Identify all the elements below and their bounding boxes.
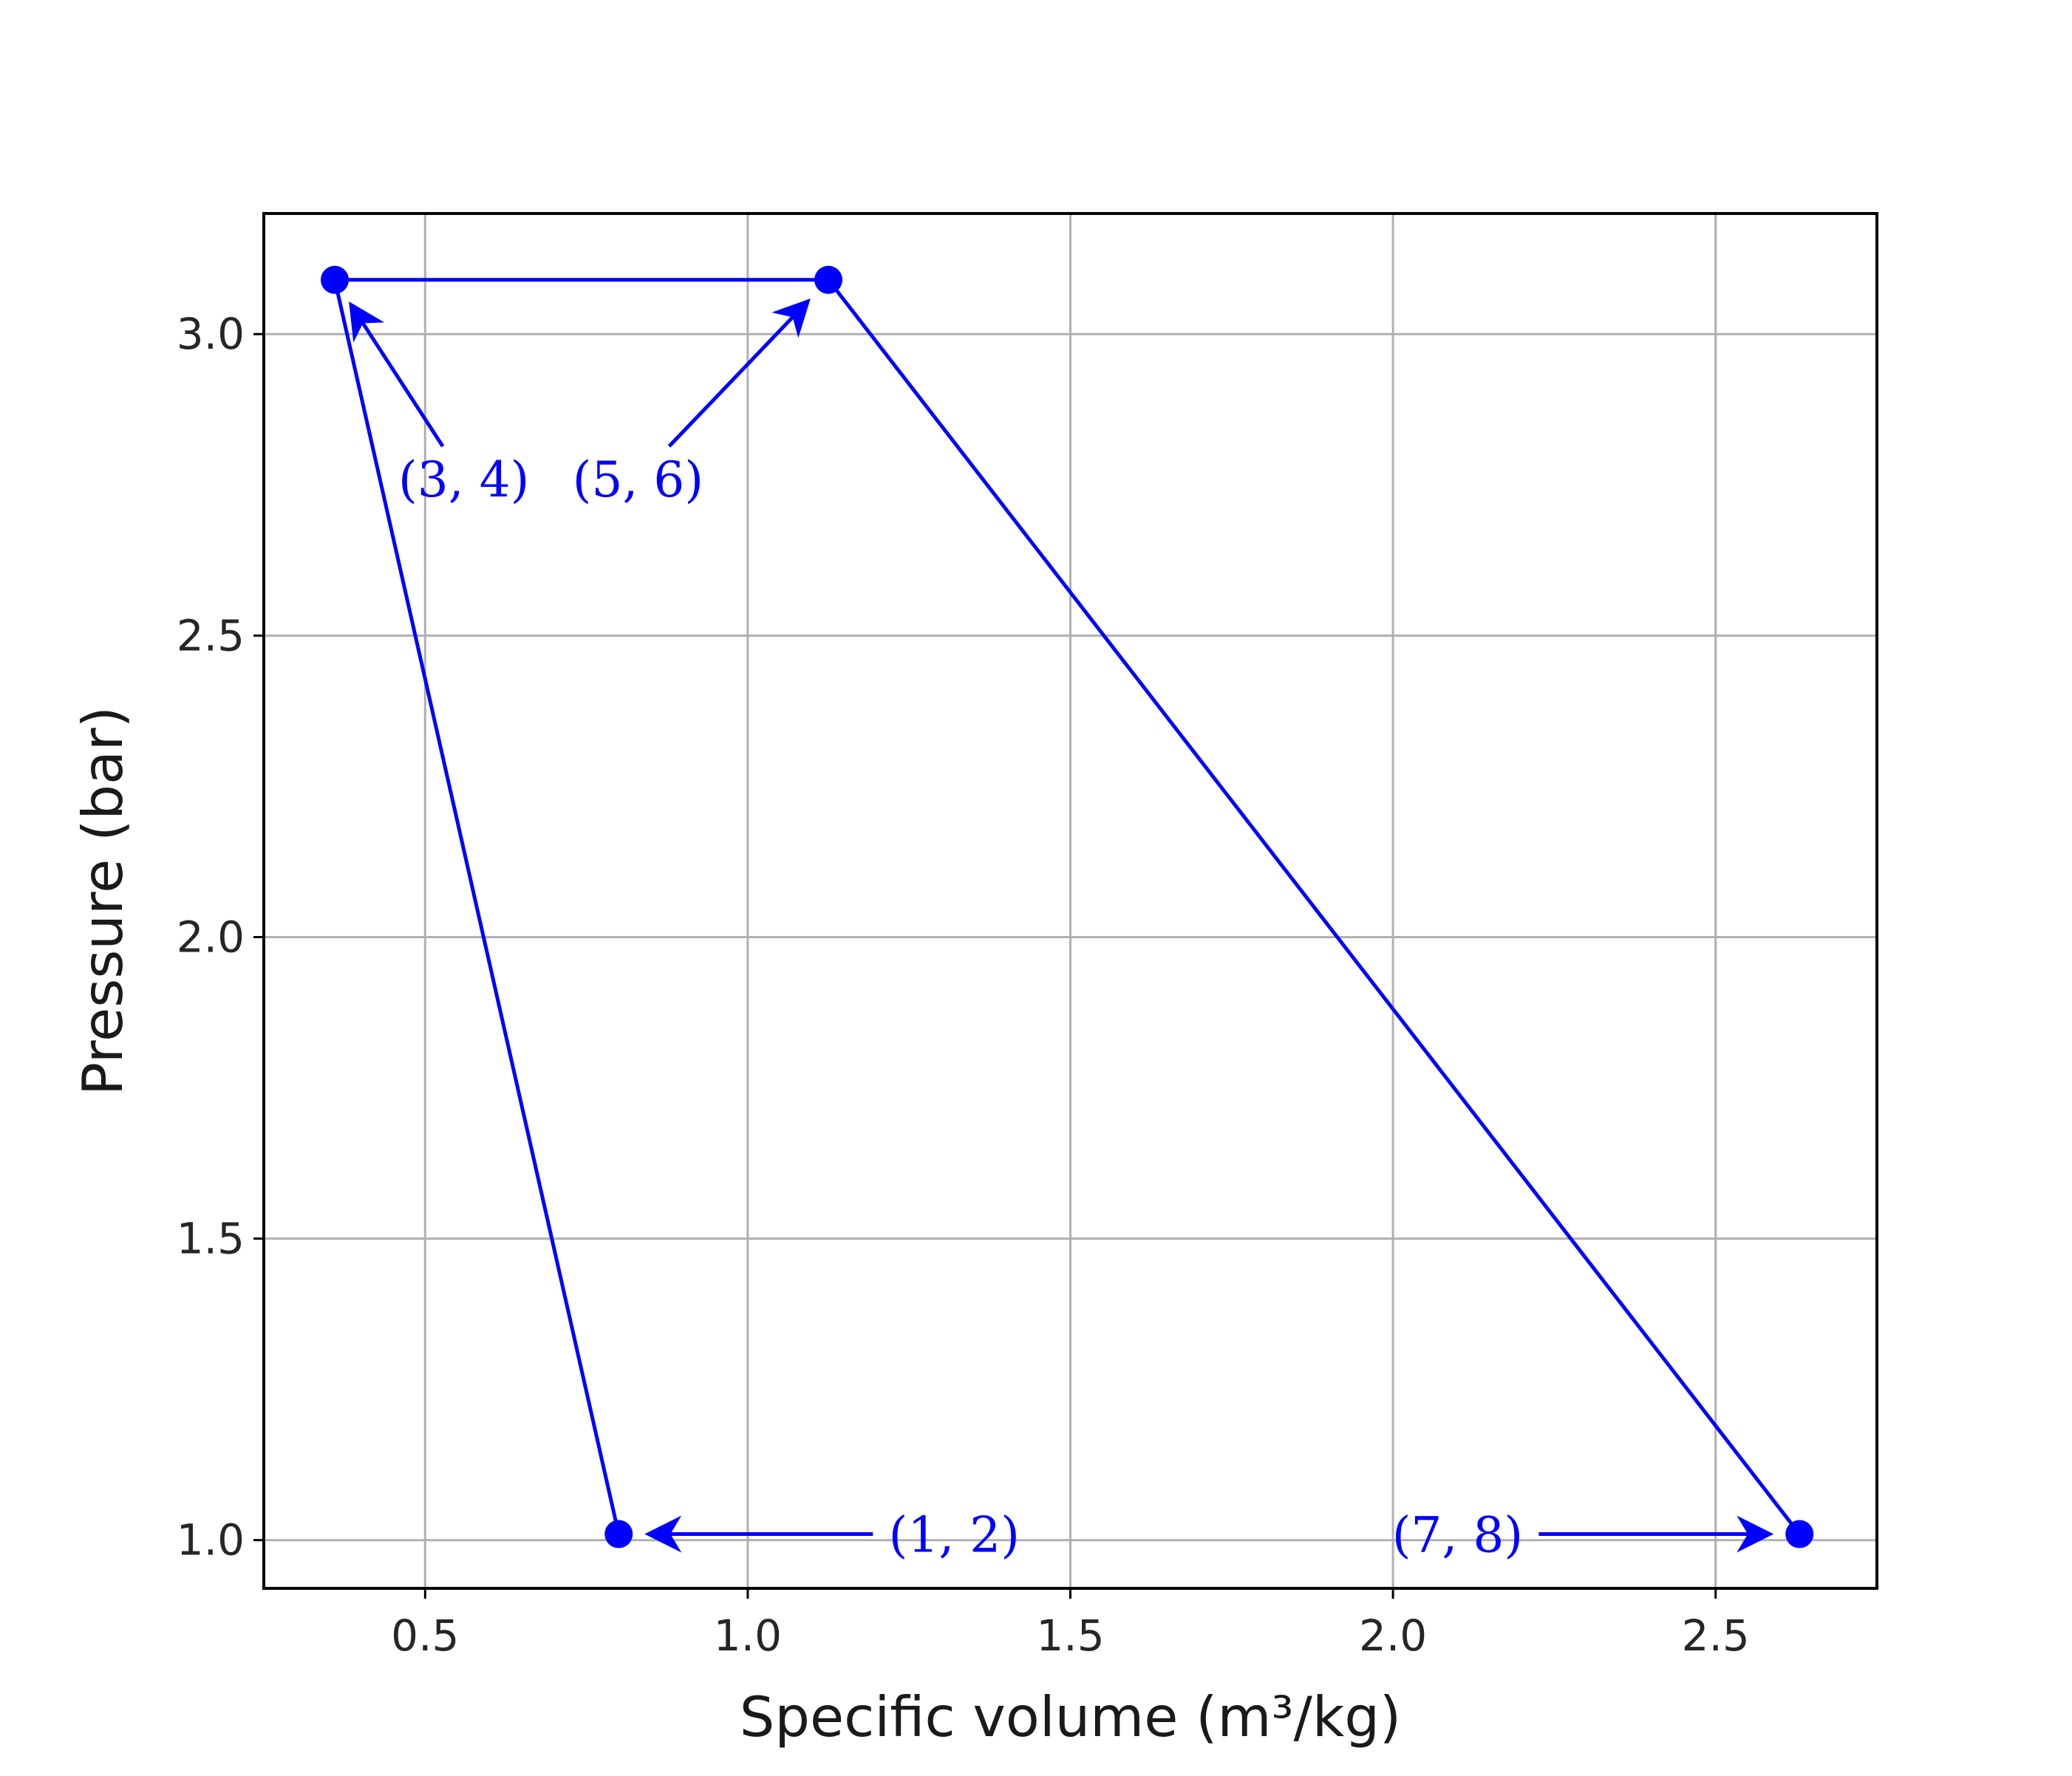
y-axis-label: Pressure (bar) xyxy=(70,706,135,1096)
x-tick-label: 1.0 xyxy=(714,1611,782,1661)
y-tick-label: 2.5 xyxy=(177,610,245,660)
annotation-label: (5, 6) xyxy=(573,451,703,508)
annotations: (1, 2) (3, 4) (5, 6) (7, 8) xyxy=(349,298,1774,1564)
y-tick-label: 2.0 xyxy=(177,912,245,962)
annotation-label: (1, 2) xyxy=(889,1507,1020,1564)
y-tick-label: 1.0 xyxy=(177,1515,245,1565)
annotation-arrow xyxy=(667,298,811,448)
data-point xyxy=(814,265,843,294)
x-axis-ticks: 0.5 1.0 1.5 2.0 2.5 xyxy=(391,1588,1750,1661)
data-series xyxy=(321,265,1814,1548)
annotation-label: (3, 4) xyxy=(398,451,529,508)
grid xyxy=(264,214,1877,1588)
y-tick-label: 3.0 xyxy=(177,309,245,359)
data-point xyxy=(321,265,350,294)
x-tick-label: 2.0 xyxy=(1359,1611,1427,1661)
annotation-label: (7, 8) xyxy=(1392,1507,1523,1564)
x-axis-label: Specific volume (m³/kg) xyxy=(740,1684,1401,1749)
annotation-arrow xyxy=(349,301,445,448)
y-tick-label: 1.5 xyxy=(177,1214,245,1264)
data-point xyxy=(604,1520,633,1548)
y-axis-ticks: 1.0 1.5 2.0 2.5 3.0 xyxy=(177,309,264,1565)
series-line xyxy=(333,278,1802,1536)
x-tick-label: 1.5 xyxy=(1036,1611,1104,1661)
x-tick-label: 0.5 xyxy=(391,1611,459,1661)
x-tick-label: 2.5 xyxy=(1682,1611,1750,1661)
data-point xyxy=(1785,1520,1814,1548)
